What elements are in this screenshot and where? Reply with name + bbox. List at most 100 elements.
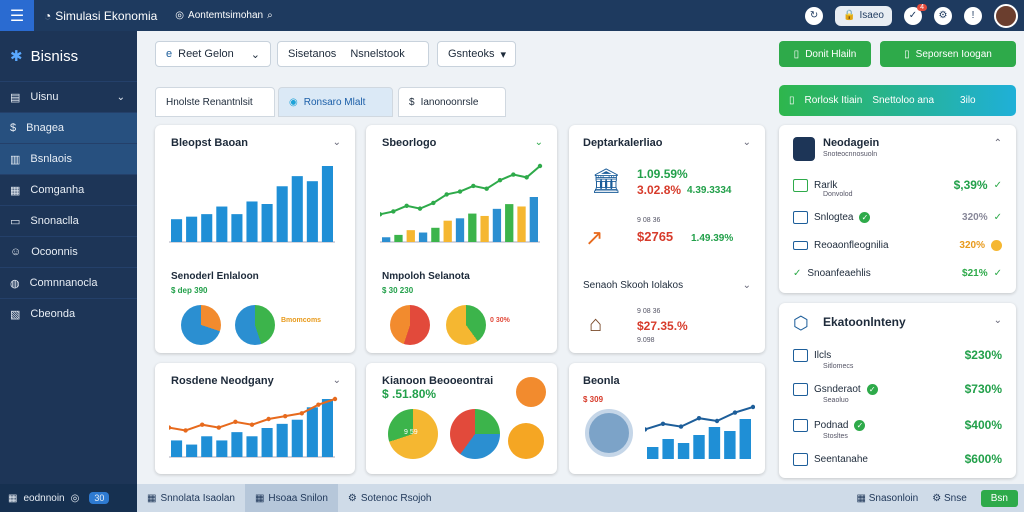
- primary-action-button[interactable]: ▯ Donit Hlailn: [779, 41, 871, 67]
- bank-icon: 🏛: [591, 168, 622, 195]
- bottom-tab-2[interactable]: ▦ Hsoaa Snilon: [244, 484, 338, 512]
- row-caption: Stosltes: [823, 433, 848, 440]
- stat-value: 3.02.8%: [637, 183, 682, 197]
- bar-chart: [169, 396, 338, 458]
- chart-bar: [505, 204, 514, 242]
- sidebar-item-6[interactable]: ☺ Ocoonnis: [0, 236, 137, 267]
- lock-pill[interactable]: 🔒 Isaeo: [835, 5, 892, 26]
- chart-icon: ▦: [10, 184, 21, 197]
- sidebar-item-3[interactable]: ▥ Bsnlaois: [0, 143, 137, 174]
- alert-icon[interactable]: !: [964, 6, 982, 25]
- menu-icon[interactable]: ☰: [0, 0, 34, 31]
- brand[interactable]: ✱ Bisniss: [10, 47, 79, 66]
- dollar-icon: $: [409, 96, 415, 108]
- donut-chart: [446, 305, 486, 345]
- chart-point: [537, 163, 543, 169]
- list-item[interactable]: Reoaonfleognilia 320%: [793, 235, 1002, 255]
- chart-bar: [529, 197, 538, 242]
- dropdown-category[interactable]: Gsnteoks ▾: [437, 41, 516, 67]
- warning-icon: [991, 239, 1002, 251]
- card-subtitle: Nmpoloh Selanota: [382, 271, 470, 282]
- chevron-down-icon[interactable]: ⌄: [332, 137, 341, 148]
- chevron-down-icon[interactable]: ⌄: [742, 280, 751, 291]
- chat-icon: ◎: [175, 10, 185, 21]
- dropdown-preset[interactable]: e Reet Gelon ⌄: [155, 41, 271, 67]
- sidebar-item-1[interactable]: ▤ Uisnu ⌄: [0, 81, 137, 112]
- chart-point: [750, 404, 755, 410]
- notification-icon[interactable]: ✓ 4: [904, 3, 927, 25]
- sheet-icon: [793, 382, 808, 396]
- list-item[interactable]: Snlogtea ✓ 320% ✓: [793, 207, 1002, 227]
- card-subvalue: $ dep 390: [171, 286, 208, 295]
- list-item[interactable]: Seentanahe $600%: [793, 449, 1002, 469]
- list-item[interactable]: Podnad ✓ $400%: [793, 415, 1002, 435]
- list-item[interactable]: Gsnderaot ✓ $730%: [793, 379, 1002, 399]
- chart-bar: [418, 232, 428, 242]
- tab-3[interactable]: $ Ianonoonrsle: [398, 87, 506, 117]
- sidebar-footer[interactable]: ▦ eodnnoin ◎ 30: [0, 484, 137, 512]
- clock-icon: ◔: [44, 8, 52, 23]
- chart-point: [316, 402, 321, 407]
- card-line-chart: Sbeorlogo ⌄ Nmpoloh Selanota $ 30 230 0 …: [366, 125, 557, 353]
- avatar[interactable]: [994, 3, 1018, 28]
- row-caption: Donvolod: [823, 191, 853, 198]
- sidebar-item-7[interactable]: ◍ Comnnanocla: [0, 267, 137, 298]
- sheet-icon: [793, 210, 808, 224]
- refresh-icon[interactable]: ↻: [805, 6, 824, 25]
- row-caption: Sitlomecs: [823, 363, 854, 370]
- chart-bar: [276, 186, 288, 242]
- sidebar-item-8[interactable]: ▧ Cbeonda: [0, 298, 137, 329]
- bottom-tab-3[interactable]: ⚙ Sotenoc Rsojoh: [347, 492, 432, 504]
- pie-label: 9 59: [404, 429, 418, 436]
- caret-icon: ▾: [500, 48, 506, 61]
- chart-point: [660, 421, 666, 426]
- chart-point: [391, 209, 396, 214]
- secondary-action-button[interactable]: ▯ Seporsen Ioogan: [880, 41, 1016, 67]
- card-title: Sbeorlogo: [382, 137, 437, 149]
- check-icon: ✓: [993, 267, 1002, 279]
- sidebar-item-4[interactable]: ▦ Comganha: [0, 174, 137, 205]
- status-item[interactable]: ▦ Snasonloin: [856, 492, 919, 504]
- status-item[interactable]: ⚙ Snse: [932, 492, 967, 504]
- chart-point: [249, 422, 255, 427]
- check-icon: ✓: [993, 211, 1002, 223]
- chart-point: [732, 410, 738, 415]
- sidebar-item-2[interactable]: $ Bnagea: [0, 112, 137, 143]
- filter-field[interactable]: Sisetanos Nsnelstook: [277, 41, 429, 67]
- settings-icon[interactable]: ⚙: [934, 6, 952, 25]
- stat-value: 4.39.3334: [687, 185, 732, 196]
- folder-icon: ▤: [10, 91, 21, 104]
- chart-bar: [171, 219, 183, 242]
- edit-icon: [793, 418, 808, 432]
- chart-bar: [261, 204, 273, 242]
- bottom-action-button[interactable]: Bsn: [980, 489, 1018, 507]
- chart-bar: [693, 435, 705, 459]
- card-subtitle: Senoderl Enlaloon: [171, 271, 259, 282]
- chart-bar: [231, 432, 243, 457]
- chevron-down-icon[interactable]: ⌄: [993, 315, 1002, 326]
- chevron-up-icon[interactable]: ⌃: [993, 138, 1002, 149]
- chevron-down-icon[interactable]: ⌄: [742, 137, 751, 148]
- pie-chart: [450, 409, 500, 459]
- chart-point: [332, 396, 338, 402]
- status-banner[interactable]: ▯ Rorlosk Itiain Snettoloo ana 3ilo: [779, 85, 1016, 116]
- card-title: Deptarkalerliao: [583, 137, 663, 149]
- list-item[interactable]: Ilcls $230%: [793, 345, 1002, 365]
- profile-name: Neodagein: [823, 137, 880, 149]
- chevron-down-icon[interactable]: ⌄: [534, 137, 543, 148]
- check-circle-icon: ✓: [854, 419, 866, 431]
- tab-1[interactable]: Hnolste Renantnlsit: [155, 87, 275, 117]
- app-title: ◔ Simulasi Ekonomia: [44, 8, 158, 23]
- chart-bar: [492, 208, 502, 242]
- chevron-down-icon[interactable]: ⌄: [332, 375, 341, 386]
- chart-bar: [517, 206, 526, 242]
- breadcrumb[interactable]: ◎ Aontemtsimohan ⌕: [175, 10, 273, 21]
- search-icon[interactable]: ⌕: [267, 10, 273, 21]
- tab-2[interactable]: ◉ Ronsaro Mlalt: [278, 87, 393, 117]
- list-item[interactable]: ✓ Snoanfeaehlis $21% ✓: [793, 267, 1002, 279]
- bottom-tab-1[interactable]: ▦ Snnolata Isaolan: [147, 492, 235, 504]
- chart-bar: [406, 230, 415, 242]
- list-item[interactable]: Rarlk $,39% ✓: [793, 175, 1002, 195]
- donut-label: 0 30%: [490, 317, 510, 324]
- sidebar-item-5[interactable]: ▭ Snonaclla: [0, 205, 137, 236]
